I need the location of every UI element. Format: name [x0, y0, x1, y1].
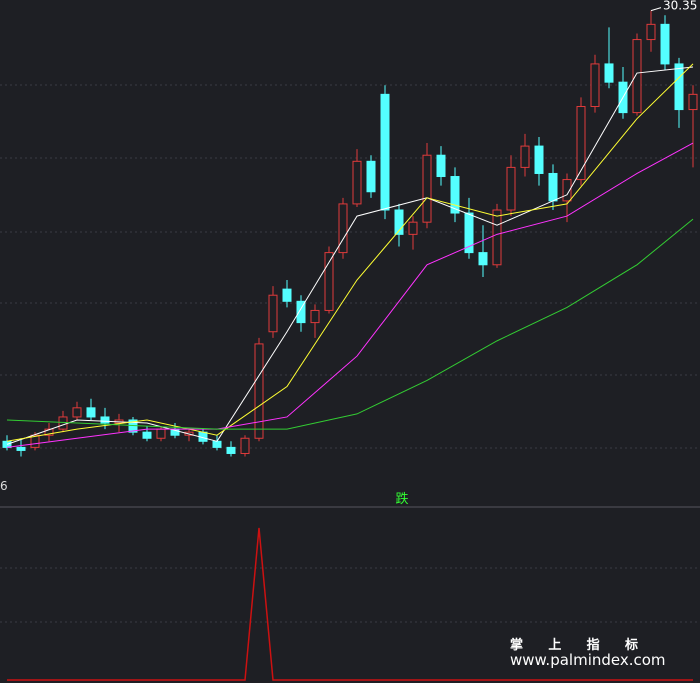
- candle-body: [660, 23, 670, 65]
- candle-body: [604, 63, 614, 83]
- candle-body: [366, 160, 376, 193]
- candle-body: [338, 203, 348, 254]
- moving-average: [6, 218, 694, 430]
- moving-average: [6, 66, 694, 445]
- candle-body: [422, 154, 432, 223]
- candle-body: [310, 309, 320, 324]
- candle-body: [30, 434, 40, 448]
- candle-body: [394, 209, 404, 235]
- candle-body: [254, 343, 264, 439]
- watermark-url: www.palmindex.com: [510, 651, 666, 669]
- grid: [0, 84, 700, 623]
- moving-average: [6, 142, 694, 448]
- candle-body: [590, 63, 600, 108]
- candle-body: [156, 428, 166, 439]
- candle-body: [478, 252, 488, 266]
- indicator-label: 跌: [395, 491, 408, 507]
- candle-body: [212, 440, 222, 448]
- candle-body: [492, 209, 502, 266]
- candle-body: [674, 63, 684, 111]
- candle-body: [450, 176, 460, 214]
- candle-body: [576, 106, 586, 181]
- candle-body: [16, 446, 26, 451]
- indicator-line: [7, 527, 693, 681]
- candle-body: [44, 428, 54, 436]
- candle-body: [240, 437, 250, 454]
- candle-body: [352, 160, 362, 205]
- candle-body: [324, 252, 334, 311]
- candle-body: [436, 154, 446, 178]
- price-label: 6: [0, 479, 8, 493]
- candle-body: [100, 416, 110, 424]
- candle-body: [562, 179, 572, 202]
- candle-body: [548, 172, 558, 202]
- candle-body: [142, 431, 152, 439]
- candle-body: [380, 93, 390, 211]
- candle-body: [72, 407, 82, 418]
- candle-body: [226, 446, 236, 454]
- candle-body: [464, 212, 474, 254]
- candle-body: [534, 145, 544, 174]
- candle-body: [688, 93, 698, 111]
- candle-body: [520, 145, 530, 168]
- candle-body: [282, 288, 292, 302]
- high-pointer: [650, 7, 662, 12]
- candle-body: [506, 166, 516, 211]
- candle-body: [296, 300, 306, 324]
- candle-body: [86, 407, 96, 418]
- moving-average: [6, 63, 694, 442]
- candle-body: [646, 23, 656, 41]
- candle-body: [632, 39, 642, 114]
- candle-body: [408, 221, 418, 235]
- candle-body: [268, 294, 278, 333]
- high-price-label: 30.35: [663, 0, 697, 13]
